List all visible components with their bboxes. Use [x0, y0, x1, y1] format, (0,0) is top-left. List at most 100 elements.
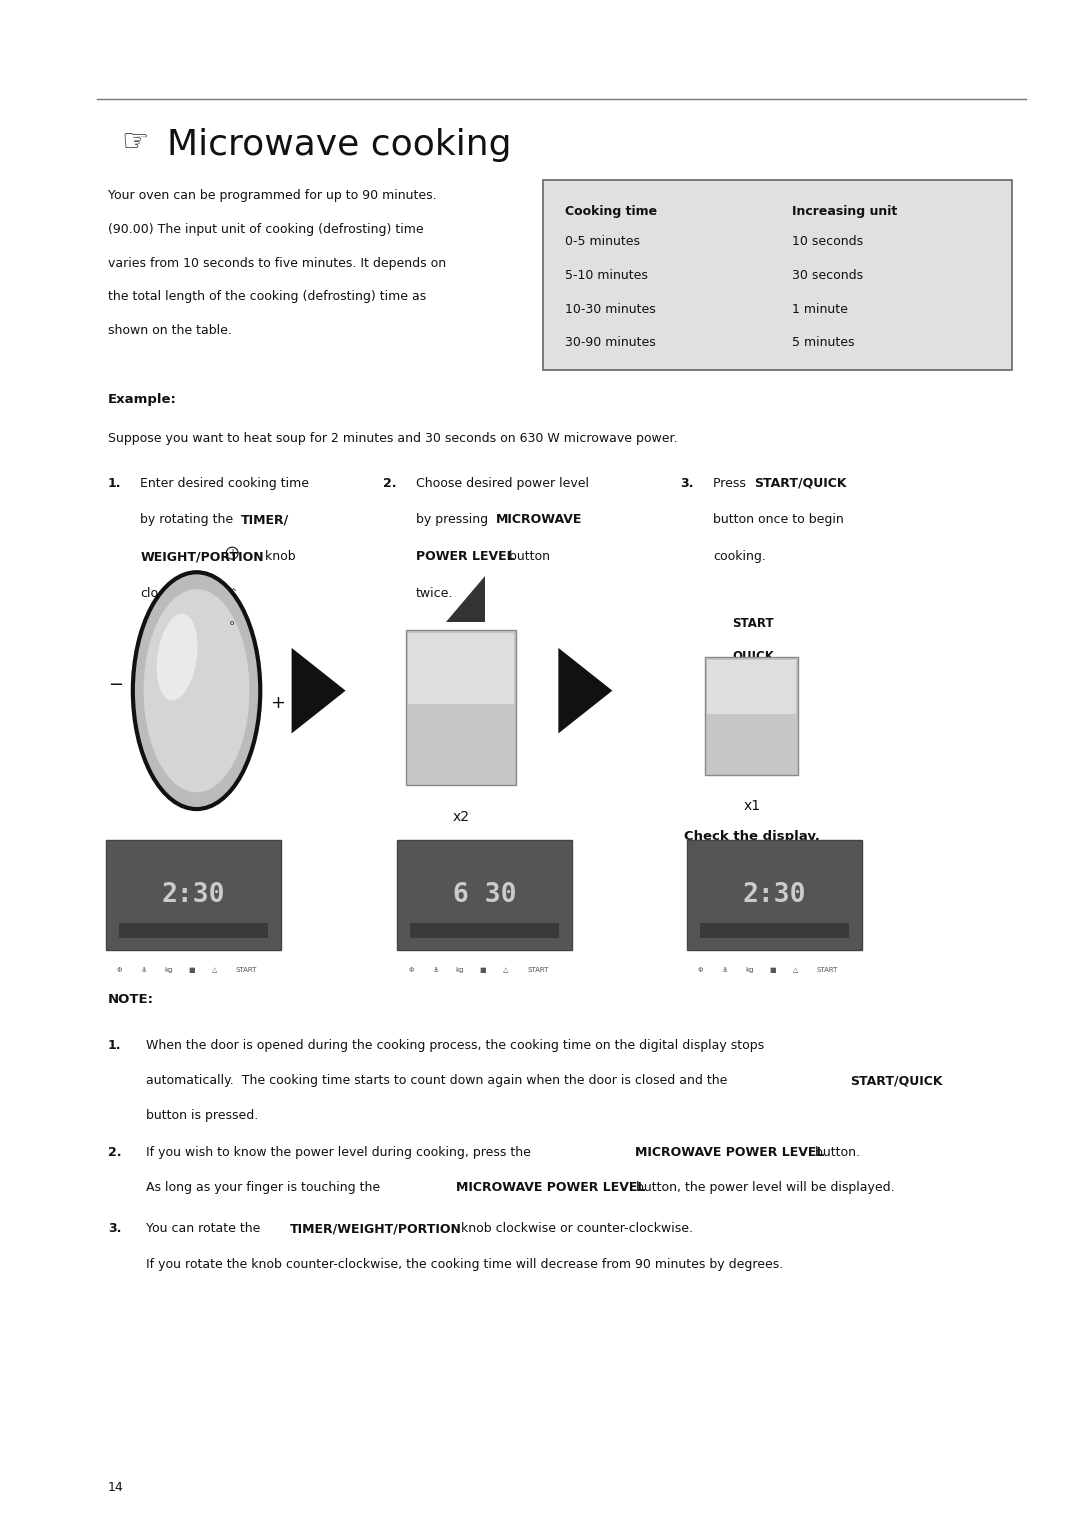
Text: TIMER/: TIMER/	[241, 513, 289, 527]
Text: Cooking time: Cooking time	[565, 205, 657, 219]
Text: 2.: 2.	[383, 477, 397, 490]
FancyBboxPatch shape	[397, 840, 572, 950]
Text: ☞: ☞	[121, 128, 148, 157]
Text: (90.00) The input unit of cooking (defrosting) time: (90.00) The input unit of cooking (defro…	[108, 223, 423, 237]
Text: ■: ■	[480, 967, 486, 973]
Text: shown on the table.: shown on the table.	[108, 324, 232, 338]
Text: Microwave cooking: Microwave cooking	[167, 128, 512, 162]
Text: Choose desired power level: Choose desired power level	[416, 477, 589, 490]
Text: 1 minute: 1 minute	[792, 303, 848, 316]
Text: o: o	[230, 620, 234, 626]
Text: by pressing: by pressing	[416, 513, 491, 527]
Text: clockwise.: clockwise.	[140, 587, 205, 601]
Text: knob clockwise or counter-clockwise.: knob clockwise or counter-clockwise.	[457, 1222, 693, 1236]
Text: 0-5 minutes: 0-5 minutes	[565, 235, 639, 249]
Text: by rotating the: by rotating the	[140, 513, 238, 527]
Text: TIMER/WEIGHT/PORTION: TIMER/WEIGHT/PORTION	[289, 1222, 461, 1236]
Text: If you rotate the knob counter-clockwise, the cooking time will decrease from 90: If you rotate the knob counter-clockwise…	[146, 1258, 783, 1271]
Text: MICROWAVE POWER LEVEL: MICROWAVE POWER LEVEL	[635, 1146, 824, 1160]
Text: ⚓: ⚓	[432, 967, 438, 973]
Text: Suppose you want to heat soup for 2 minutes and 30 seconds on 630 W microwave po: Suppose you want to heat soup for 2 minu…	[108, 432, 677, 446]
Text: 5-10 minutes: 5-10 minutes	[565, 269, 648, 283]
Text: START/QUICK: START/QUICK	[754, 477, 847, 490]
Text: +: +	[270, 694, 285, 712]
Text: Press: Press	[713, 477, 750, 490]
Text: the total length of the cooking (defrosting) time as: the total length of the cooking (defrost…	[108, 290, 427, 304]
Text: Example:: Example:	[108, 393, 177, 406]
Text: △: △	[503, 967, 509, 973]
Text: 2:30: 2:30	[743, 882, 806, 909]
Text: ⚓: ⚓	[140, 967, 147, 973]
Text: button, the power level will be displayed.: button, the power level will be displaye…	[632, 1181, 894, 1195]
Text: varies from 10 seconds to five minutes. It depends on: varies from 10 seconds to five minutes. …	[108, 257, 446, 270]
Text: 1.: 1.	[108, 477, 121, 490]
FancyBboxPatch shape	[707, 660, 796, 714]
Text: You can rotate the: You can rotate the	[146, 1222, 265, 1236]
Text: ■: ■	[188, 967, 194, 973]
Text: Enter desired cooking time: Enter desired cooking time	[140, 477, 309, 490]
Text: kg: kg	[745, 967, 754, 973]
Text: kg: kg	[164, 967, 173, 973]
FancyBboxPatch shape	[408, 633, 514, 704]
Text: If you wish to know the power level during cooking, press the: If you wish to know the power level duri…	[146, 1146, 535, 1160]
Text: Increasing unit: Increasing unit	[792, 205, 896, 219]
Text: Φ: Φ	[698, 967, 703, 973]
FancyBboxPatch shape	[687, 840, 862, 950]
Text: 5 minutes: 5 minutes	[792, 336, 854, 350]
Text: 6 30: 6 30	[454, 882, 516, 909]
Text: POWER LEVEL: POWER LEVEL	[416, 550, 514, 564]
Text: START: START	[732, 617, 774, 631]
Text: −: −	[108, 675, 123, 694]
Text: automatically.  The cooking time starts to count down again when the door is clo: automatically. The cooking time starts t…	[146, 1074, 731, 1088]
FancyBboxPatch shape	[410, 923, 559, 938]
Text: x1: x1	[743, 799, 760, 813]
Text: button is pressed.: button is pressed.	[146, 1109, 258, 1123]
FancyBboxPatch shape	[406, 630, 516, 785]
Text: ■: ■	[769, 967, 775, 973]
Text: 30-90 minutes: 30-90 minutes	[565, 336, 656, 350]
Text: Φ: Φ	[117, 967, 122, 973]
Text: x2: x2	[453, 810, 470, 824]
Text: START: START	[816, 967, 838, 973]
Text: MICROWAVE POWER LEVEL: MICROWAVE POWER LEVEL	[456, 1181, 645, 1195]
Polygon shape	[292, 648, 346, 733]
Text: Φ: Φ	[408, 967, 414, 973]
Text: button.: button.	[811, 1146, 860, 1160]
Text: Check the display.: Check the display.	[684, 830, 820, 843]
Text: 3.: 3.	[108, 1222, 121, 1236]
Polygon shape	[446, 576, 485, 622]
FancyBboxPatch shape	[543, 180, 1012, 370]
Text: ^: ^	[229, 588, 235, 597]
Text: As long as your finger is touching the: As long as your finger is touching the	[146, 1181, 383, 1195]
Text: 3.: 3.	[680, 477, 693, 490]
Text: +: +	[228, 549, 237, 558]
Text: 10-30 minutes: 10-30 minutes	[565, 303, 656, 316]
FancyBboxPatch shape	[700, 923, 849, 938]
FancyBboxPatch shape	[106, 840, 281, 950]
Text: button once to begin: button once to begin	[713, 513, 843, 527]
Text: MICROWAVE: MICROWAVE	[496, 513, 582, 527]
Text: 10 seconds: 10 seconds	[792, 235, 863, 249]
Polygon shape	[558, 648, 612, 733]
Text: NOTE:: NOTE:	[108, 993, 154, 1007]
Text: When the door is opened during the cooking process, the cooking time on the digi: When the door is opened during the cooki…	[146, 1039, 764, 1053]
Text: knob: knob	[261, 550, 296, 564]
Text: kg: kg	[456, 967, 464, 973]
Text: START: START	[527, 967, 549, 973]
Text: ⚓: ⚓	[721, 967, 728, 973]
Text: START: START	[235, 967, 257, 973]
Ellipse shape	[157, 614, 198, 700]
Text: △: △	[793, 967, 798, 973]
Text: QUICK: QUICK	[732, 649, 774, 663]
Text: 2:30: 2:30	[162, 882, 225, 909]
Text: WEIGHT/PORTION: WEIGHT/PORTION	[140, 550, 264, 564]
Text: 14: 14	[108, 1481, 124, 1494]
Ellipse shape	[144, 588, 249, 792]
Text: button: button	[505, 550, 551, 564]
Ellipse shape	[133, 571, 260, 808]
Text: cooking.: cooking.	[713, 550, 766, 564]
Text: Your oven can be programmed for up to 90 minutes.: Your oven can be programmed for up to 90…	[108, 189, 436, 203]
FancyBboxPatch shape	[119, 923, 268, 938]
Text: △: △	[212, 967, 217, 973]
Text: START/QUICK: START/QUICK	[850, 1074, 943, 1088]
